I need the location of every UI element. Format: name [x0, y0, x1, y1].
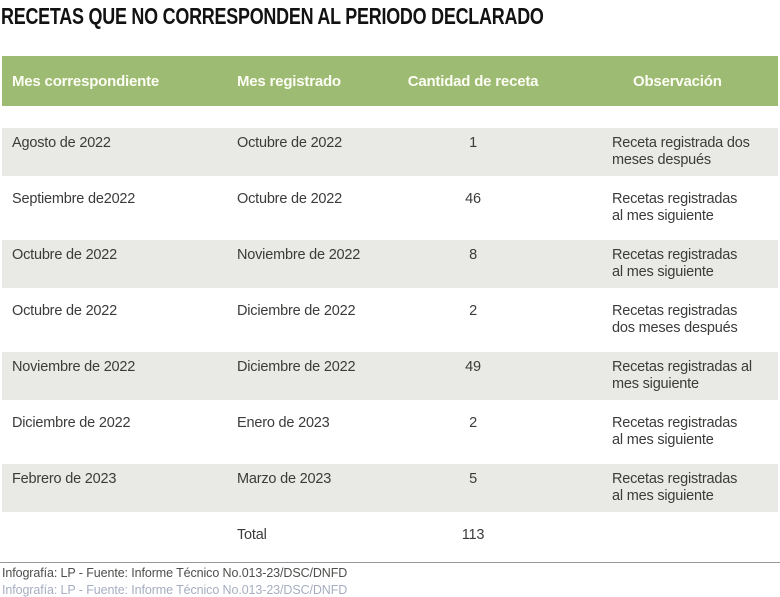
cell-mes-registrado: Noviembre de 2022: [237, 247, 361, 263]
cell-mes-correspondiente: Febrero de 2023: [12, 471, 117, 487]
cell-observacion: Receta registrada dos meses después: [612, 135, 750, 168]
total-empty-cell: [12, 527, 237, 556]
cantidad-value: 1: [469, 135, 477, 151]
header-mes-correspondiente: Mes correspondiente: [12, 72, 160, 90]
cell-cantidad: 2: [403, 415, 612, 454]
cell-cantidad: 1: [403, 135, 612, 174]
table-row: Agosto de 2022 Octubre de 2022 1 Receta …: [2, 128, 778, 176]
cantidad-value: 49: [465, 359, 481, 375]
cell-observacion: Recetas registradas al mes siguiente: [612, 191, 738, 224]
table-row: Octubre de 2022 Noviembre de 2022 8 Rece…: [2, 240, 778, 288]
cell-mes-registrado: Marzo de 2023: [237, 471, 332, 487]
cell-mes-correspondiente: Agosto de 2022: [12, 135, 111, 151]
cell-observacion: Recetas registradas al mes siguiente: [612, 359, 752, 392]
header-cantidad-label: Cantidad de receta: [407, 72, 539, 90]
cell-cantidad: 49: [403, 359, 612, 398]
total-label: Total: [237, 527, 267, 543]
cell-mes-registrado: Octubre de 2022: [237, 191, 343, 207]
cell-mes-registrado: Diciembre de 2022: [237, 303, 356, 319]
recetas-table: Mes correspondiente Mes registrado Canti…: [2, 56, 778, 556]
cell-cantidad: 2: [403, 303, 612, 342]
cell-mes-correspondiente: Septiembre de2022: [12, 191, 136, 207]
footer-divider-line: [0, 562, 780, 563]
cantidad-value: 2: [469, 303, 477, 319]
header-mes-registrado: Mes registrado: [237, 72, 341, 90]
cantidad-value: 8: [469, 247, 477, 263]
cell-observacion: Recetas registradas al mes siguiente: [612, 471, 738, 504]
cell-mes-correspondiente: Octubre de 2022: [12, 303, 118, 319]
cell-cantidad: 46: [403, 191, 612, 230]
cell-mes-registrado: Octubre de 2022: [237, 135, 343, 151]
footer-credit: Infografía: LP - Fuente: Informe Técnico…: [2, 566, 348, 580]
cell-cantidad: 5: [403, 471, 612, 510]
footer-credit-ghost: Infografía: LP - Fuente: Informe Técnico…: [2, 583, 348, 597]
cantidad-value: 46: [465, 191, 481, 207]
cell-mes-registrado: Enero de 2023: [237, 415, 330, 431]
total-cantidad-cell: 113: [403, 527, 612, 556]
cell-observacion: Recetas registradas al mes siguiente: [612, 415, 738, 448]
table-row: Septiembre de2022 Octubre de 2022 46 Rec…: [2, 184, 778, 232]
total-observacion-empty: [612, 527, 778, 556]
table-row: Febrero de 2023 Marzo de 2023 5 Recetas …: [2, 464, 778, 512]
header-cantidad-de-receta: Cantidad de receta: [403, 73, 612, 90]
cell-cantidad: 8: [403, 247, 612, 286]
cell-observacion: Recetas registradas dos meses después: [612, 303, 738, 336]
cantidad-value: 2: [469, 415, 477, 431]
table-body: Agosto de 2022 Octubre de 2022 1 Receta …: [2, 128, 778, 512]
page-title: RECETAS QUE NO CORRESPONDEN AL PERIODO D…: [1, 3, 544, 29]
cell-mes-correspondiente: Noviembre de 2022: [12, 359, 136, 375]
cell-mes-registrado: Diciembre de 2022: [237, 359, 356, 375]
table-row: Noviembre de 2022 Diciembre de 2022 49 R…: [2, 352, 778, 400]
total-value: 113: [461, 527, 485, 543]
cantidad-value: 5: [469, 471, 477, 487]
table-row: Octubre de 2022 Diciembre de 2022 2 Rece…: [2, 296, 778, 344]
header-observacion: Observación: [633, 72, 722, 90]
cell-observacion: Recetas registradas al mes siguiente: [612, 247, 738, 280]
cell-mes-correspondiente: Diciembre de 2022: [12, 415, 131, 431]
cell-mes-correspondiente: Octubre de 2022: [12, 247, 118, 263]
total-row: Total 113: [2, 520, 778, 556]
table-header-row: Mes correspondiente Mes registrado Canti…: [2, 56, 778, 106]
table-row: Diciembre de 2022 Enero de 2023 2 Receta…: [2, 408, 778, 456]
